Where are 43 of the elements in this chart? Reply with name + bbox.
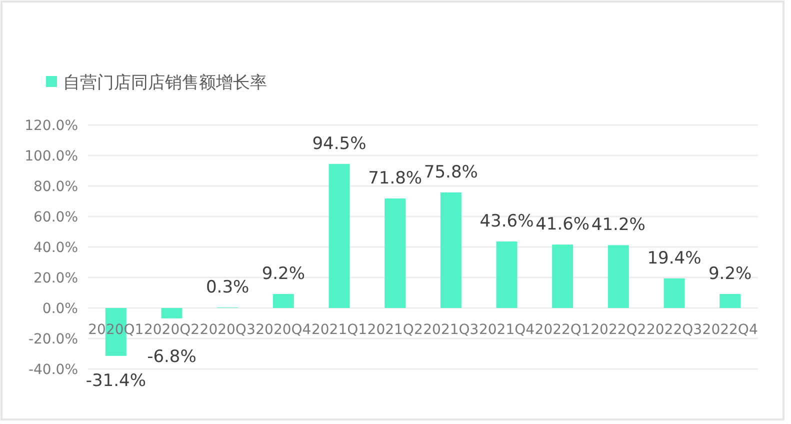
y-tick-label: -40.0% [28, 362, 78, 378]
data-label: 0.3% [206, 278, 250, 298]
x-tick-label: 2022Q1 [534, 322, 590, 338]
y-tick-label: 40.0% [34, 240, 78, 256]
data-label: 41.2% [591, 215, 646, 236]
data-label: 43.6% [480, 212, 534, 232]
data-label: 9.2% [262, 264, 306, 284]
y-tick-label: 0.0% [42, 300, 78, 317]
bar [552, 244, 574, 308]
x-tick-label: 2022Q4 [702, 322, 758, 338]
y-tick-label: 60.0% [34, 209, 78, 226]
x-tick-label: 2022Q2 [590, 322, 646, 338]
x-tick-label: 2020Q3 [200, 322, 256, 338]
bar [272, 294, 294, 308]
legend-label: 自营门店同店销售额增长率 [63, 72, 267, 93]
y-tick-label: 20.0% [34, 270, 78, 286]
bar [384, 198, 406, 308]
y-tick-label: -20.0% [28, 331, 78, 348]
bar [496, 242, 518, 308]
data-label: 75.8% [424, 162, 478, 182]
data-label: -6.8% [147, 347, 196, 367]
bar [720, 294, 741, 308]
y-tick-label: 80.0% [34, 178, 78, 195]
data-label: 94.5% [312, 134, 366, 154]
bar [161, 308, 182, 318]
bar [328, 164, 350, 308]
data-label: 41.6% [536, 214, 590, 235]
y-tick-label: 100.0% [24, 148, 78, 164]
data-label: 19.4% [647, 248, 702, 268]
x-tick-label: 2021Q2 [367, 322, 423, 338]
x-tick-label: 2021Q4 [478, 322, 535, 338]
bar [608, 245, 629, 308]
data-label: -31.4% [86, 370, 146, 391]
x-tick-label: 2022Q3 [646, 322, 702, 338]
x-tick-label: 2021Q3 [423, 322, 479, 338]
data-label: 71.8% [368, 168, 422, 189]
y-tick-label: 120.0% [24, 118, 78, 134]
x-tick-label: 2020Q4 [256, 322, 312, 338]
bar [440, 192, 462, 308]
x-tick-label: 2020Q2 [144, 322, 200, 338]
x-tick-label: 2021Q1 [311, 322, 368, 338]
bar [664, 278, 685, 308]
data-label: 9.2% [708, 264, 752, 284]
